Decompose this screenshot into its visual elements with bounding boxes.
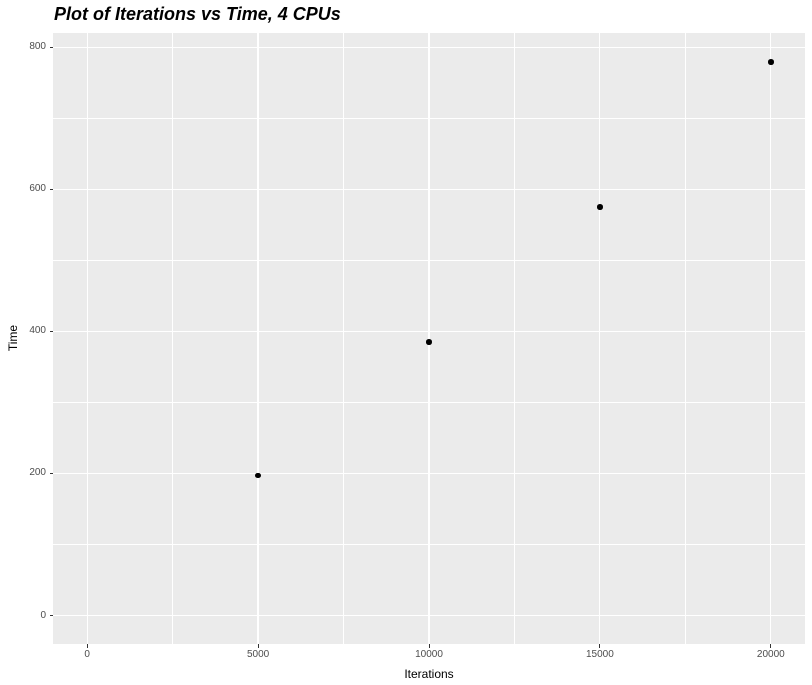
major-gridline-horizontal [53,46,805,48]
major-gridline-horizontal [53,472,805,475]
y-axis-title: Time [6,324,20,352]
x-tick-mark [428,644,430,648]
plot-panel [53,33,805,644]
y-tick-label: 0 [40,609,46,621]
x-tick-mark [599,644,601,648]
x-tick-mark [770,644,772,648]
y-tick-label: 400 [29,325,46,337]
y-tick-mark [49,330,53,332]
x-tick-label: 15000 [586,649,614,660]
chart-title: Plot of Iterations vs Time, 4 CPUs [54,4,341,24]
major-gridline-vertical [86,33,88,644]
minor-gridline-vertical [685,33,686,644]
major-gridline-vertical [257,33,259,644]
x-tick-label: 0 [84,649,90,660]
major-gridline-horizontal [53,188,805,190]
y-tick-mark [49,188,53,190]
x-axis-title: Iterations [404,667,454,681]
x-tick-label: 10000 [415,649,443,660]
minor-gridline-vertical [172,33,173,644]
major-gridline-horizontal [53,330,805,332]
data-point [426,339,432,345]
y-tick-label: 800 [29,41,46,53]
data-point [255,472,261,479]
minor-gridline-vertical [514,33,515,644]
y-tick-mark [49,472,53,474]
major-gridline-vertical [428,33,430,644]
data-point [597,204,603,210]
y-tick-mark [49,46,53,48]
x-tick-label: 5000 [246,649,270,660]
x-tick-mark [257,644,259,648]
minor-gridline-vertical [343,33,344,644]
y-tick-label: 200 [29,467,46,479]
x-tick-label: 20000 [756,649,785,660]
y-tick-mark [49,615,53,617]
y-tick-label: 600 [29,183,46,195]
data-point [768,59,774,65]
major-gridline-vertical [770,33,772,644]
major-gridline-horizontal [53,614,805,617]
x-tick-mark [86,644,88,648]
major-gridline-vertical [599,33,601,644]
